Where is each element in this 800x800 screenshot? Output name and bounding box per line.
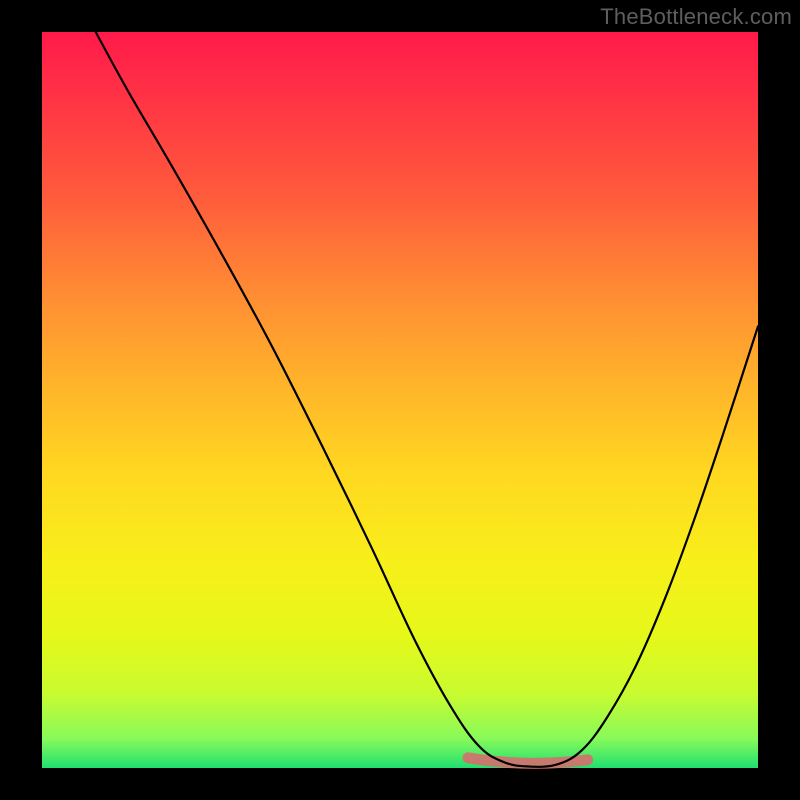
- chart-container: TheBottleneck.com: [0, 0, 800, 800]
- watermark-label: TheBottleneck.com: [600, 4, 792, 30]
- bottleneck-v-curve-chart: [0, 0, 800, 800]
- gradient-plot-area: [42, 32, 758, 768]
